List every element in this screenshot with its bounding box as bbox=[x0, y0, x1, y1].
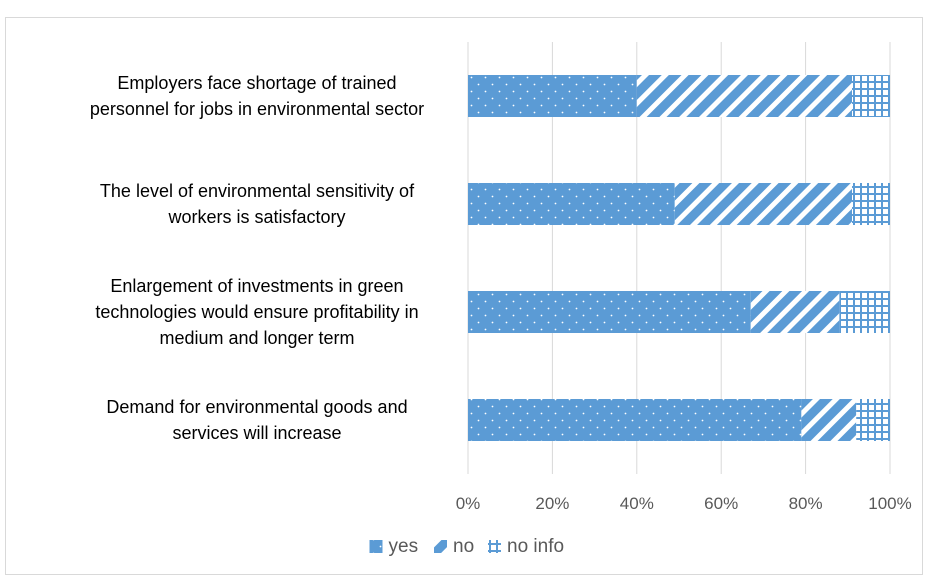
legend-item-yes: yes bbox=[369, 536, 419, 557]
category-labels: Employers face shortage of trained person… bbox=[90, 73, 424, 443]
category-label: The level of environmental sensitivity o… bbox=[100, 181, 415, 227]
x-axis-ticks: 0% 20% 40% 60% 80% 100% bbox=[456, 494, 912, 513]
bar-no-1 bbox=[636, 75, 853, 117]
chart-frame: Employers face shortage of trained person… bbox=[5, 17, 923, 575]
bar-no-4 bbox=[801, 399, 857, 441]
bar-no-info-3 bbox=[839, 291, 890, 333]
category-label: Employers face shortage of trained person… bbox=[90, 73, 424, 119]
legend-swatch bbox=[434, 540, 447, 553]
bar-no-3 bbox=[750, 291, 840, 333]
x-tick-label: 20% bbox=[535, 494, 569, 513]
bar-yes-1 bbox=[468, 75, 637, 117]
legend: yes no no info bbox=[369, 536, 564, 557]
legend-item-no-info: no info bbox=[488, 536, 564, 557]
bar-yes-3 bbox=[468, 291, 751, 333]
legend-label: yes bbox=[389, 536, 419, 557]
stacked-bar-chart: Employers face shortage of trained person… bbox=[90, 42, 912, 557]
category-label: Demand for environmental goods and servic… bbox=[106, 397, 407, 443]
x-tick-label: 80% bbox=[789, 494, 823, 513]
category-label: Enlargement of investments in green techn… bbox=[95, 276, 418, 348]
x-tick-label: 0% bbox=[456, 494, 481, 513]
legend-swatch bbox=[369, 540, 383, 553]
bar-no-info-4 bbox=[856, 399, 890, 441]
x-tick-label: 60% bbox=[704, 494, 738, 513]
bar-no-2 bbox=[674, 183, 853, 225]
bar-yes-4 bbox=[468, 399, 802, 441]
legend-swatch bbox=[488, 540, 501, 553]
legend-item-no: no bbox=[434, 536, 474, 557]
bar-no-info-2 bbox=[852, 183, 890, 225]
bar-no-info-1 bbox=[852, 75, 890, 117]
bar-yes-2 bbox=[468, 183, 675, 225]
x-tick-label: 40% bbox=[620, 494, 654, 513]
legend-label: no bbox=[453, 536, 474, 557]
legend-label: no info bbox=[507, 536, 564, 557]
x-tick-label: 100% bbox=[868, 494, 911, 513]
bars bbox=[468, 75, 890, 441]
